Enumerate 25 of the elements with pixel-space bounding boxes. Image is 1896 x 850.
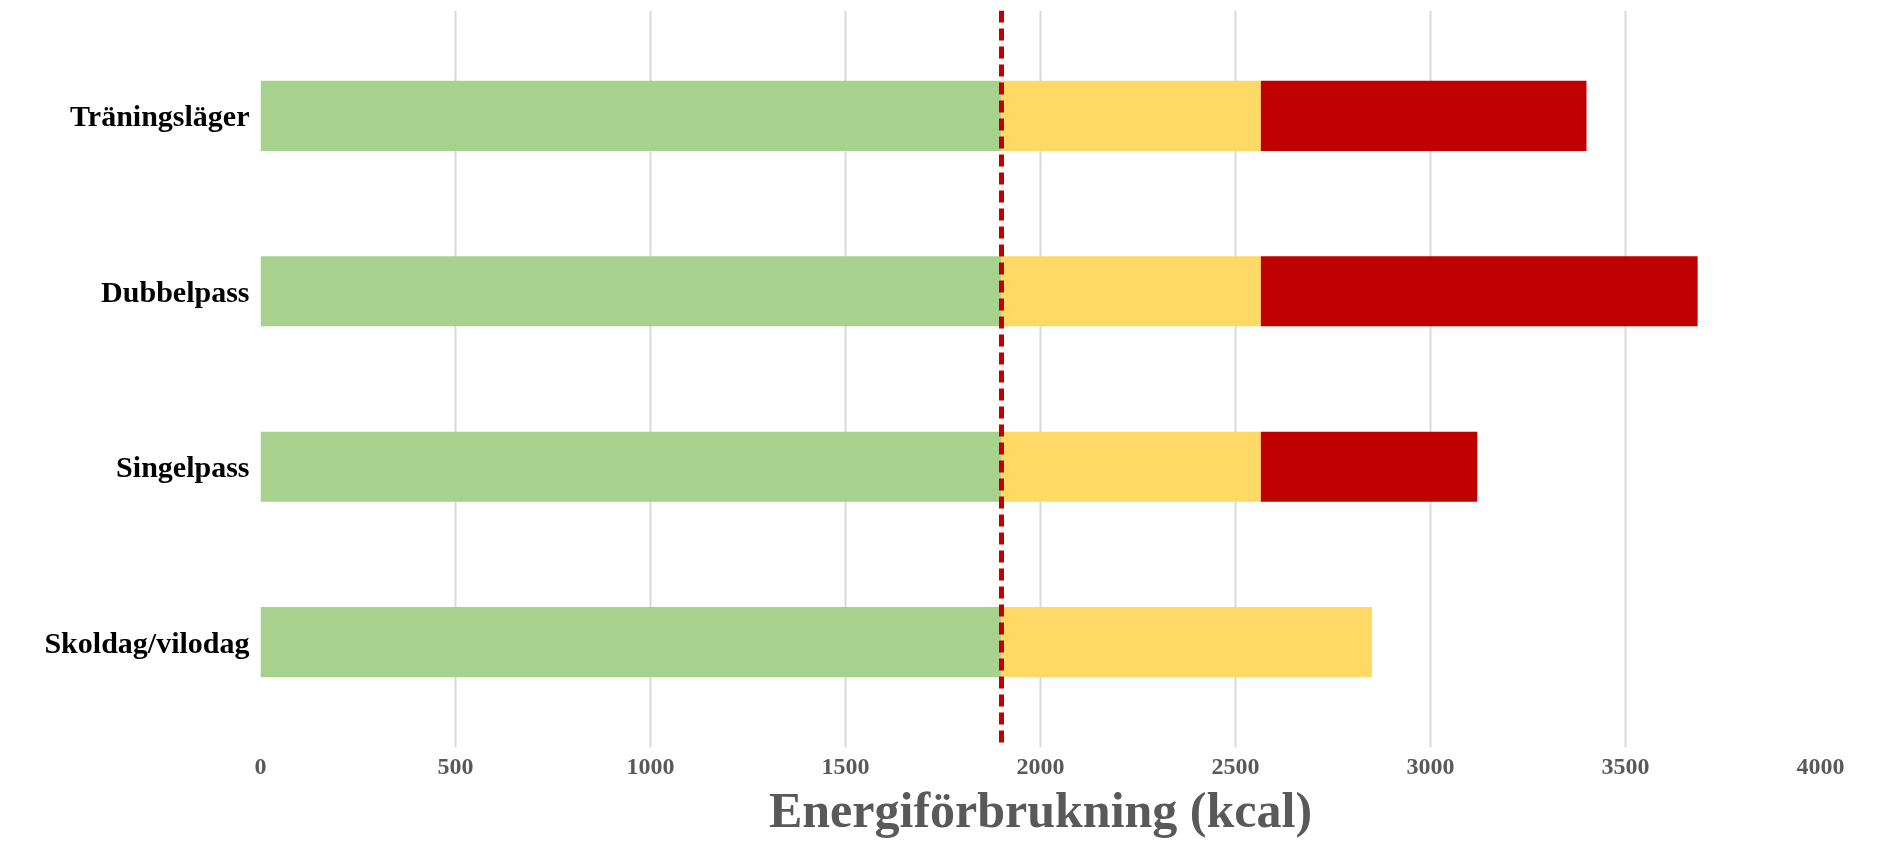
bar [1001, 80, 1261, 151]
bar [1260, 80, 1587, 151]
y-tick-label: Dubbelpass [101, 274, 250, 308]
bar [1260, 431, 1478, 502]
bar [1001, 431, 1261, 502]
x-axis-title: Energiförbrukning (kcal) [768, 781, 1313, 838]
y-tick-label: Singelpass [116, 450, 250, 484]
x-tick-label: 500 [437, 752, 474, 779]
bar [260, 256, 1002, 327]
x-tick-label: 2000 [1016, 752, 1065, 779]
x-tick-label: 3000 [1406, 752, 1455, 779]
y-tick-label: Träningsläger [70, 99, 250, 133]
x-tick-label: 0 [254, 752, 267, 779]
y-tick-label: Skoldag/vilodag [44, 625, 250, 659]
bar [260, 431, 1002, 502]
bar [1001, 256, 1261, 327]
bar [1260, 256, 1698, 327]
x-tick-label: 1500 [821, 752, 870, 779]
x-tick-label: 1000 [626, 752, 675, 779]
x-tick-label: 2500 [1211, 752, 1260, 779]
x-tick-label: 3500 [1601, 752, 1650, 779]
x-tick-label: 4000 [1796, 752, 1845, 779]
bar [1001, 607, 1372, 678]
bar [260, 80, 1002, 151]
bar [260, 607, 1002, 678]
